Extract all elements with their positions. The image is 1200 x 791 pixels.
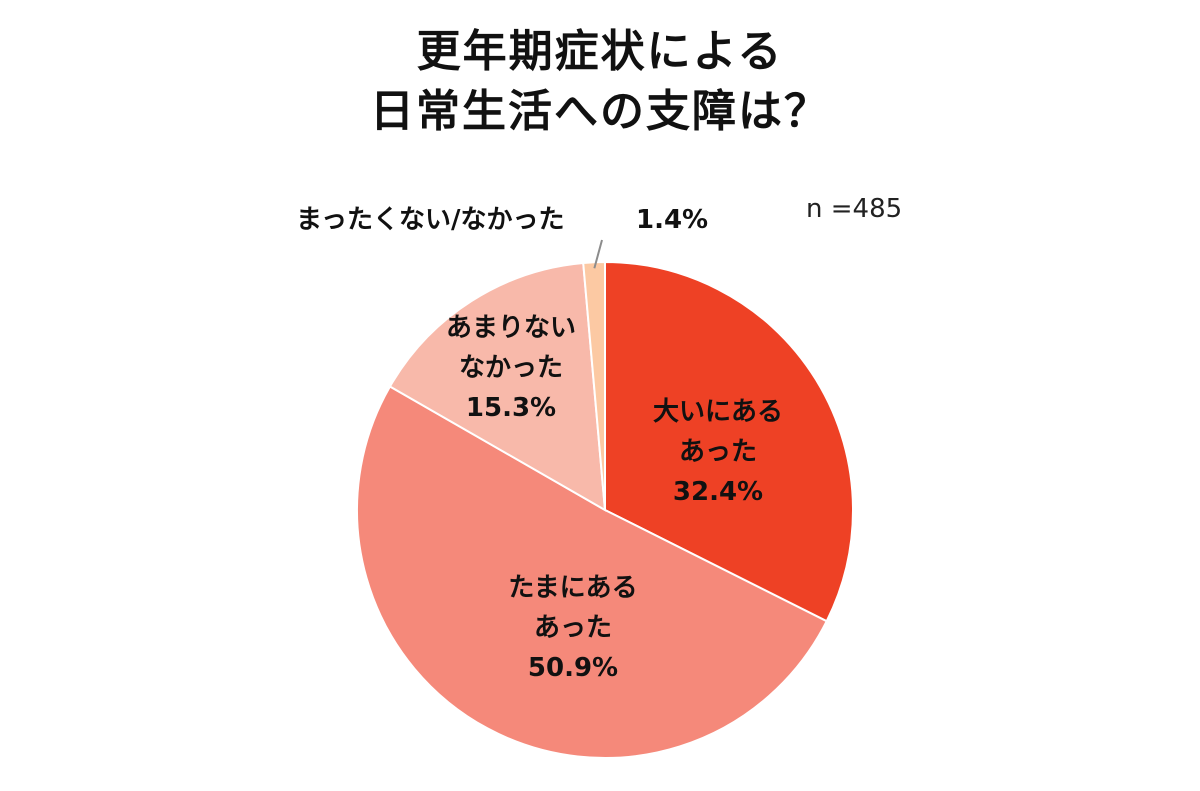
slice-value-1: 32.4% xyxy=(673,477,763,507)
chart-title: 更年期症状による 日常生活への支障は？ xyxy=(0,22,1200,142)
slice-label-1-line-1: 大いにある xyxy=(653,397,783,427)
chart-title-line-2: 日常生活への支障は？ xyxy=(370,86,830,137)
slice-value-4: 1.4% xyxy=(636,205,708,235)
chart-title-line-1: 更年期症状による xyxy=(416,26,784,77)
slice-label-4-text: まったくない/なかった xyxy=(296,205,564,235)
slice-label-1-line-2: あった xyxy=(679,437,757,467)
slice-label-2-line-1: たまにある xyxy=(508,573,637,603)
slice-label-1: 大いにあるあった 32.4% xyxy=(653,397,783,507)
slice-leader-line-4 xyxy=(593,239,603,269)
slice-label-2-line-2: あった xyxy=(534,613,612,643)
slice-label-2: たまにあるあった 50.9% xyxy=(508,573,637,683)
slice-label-4: まったくない/なかった xyxy=(296,205,564,235)
pie-slice-1 xyxy=(604,260,854,623)
pie-slice-4 xyxy=(582,260,606,511)
slice-value-2: 50.9% xyxy=(528,653,618,683)
slice-label-3: あまりないなかった 15.3% xyxy=(446,313,576,423)
pie-slice-2 xyxy=(356,385,829,759)
slice-label-3-line-1: あまりない xyxy=(446,313,576,343)
slice-label-3-line-2: なかった xyxy=(459,353,563,383)
sample-size-note: n =485 xyxy=(806,194,903,224)
pie-slice-3 xyxy=(388,261,607,512)
slice-value-3: 15.3% xyxy=(466,393,556,423)
